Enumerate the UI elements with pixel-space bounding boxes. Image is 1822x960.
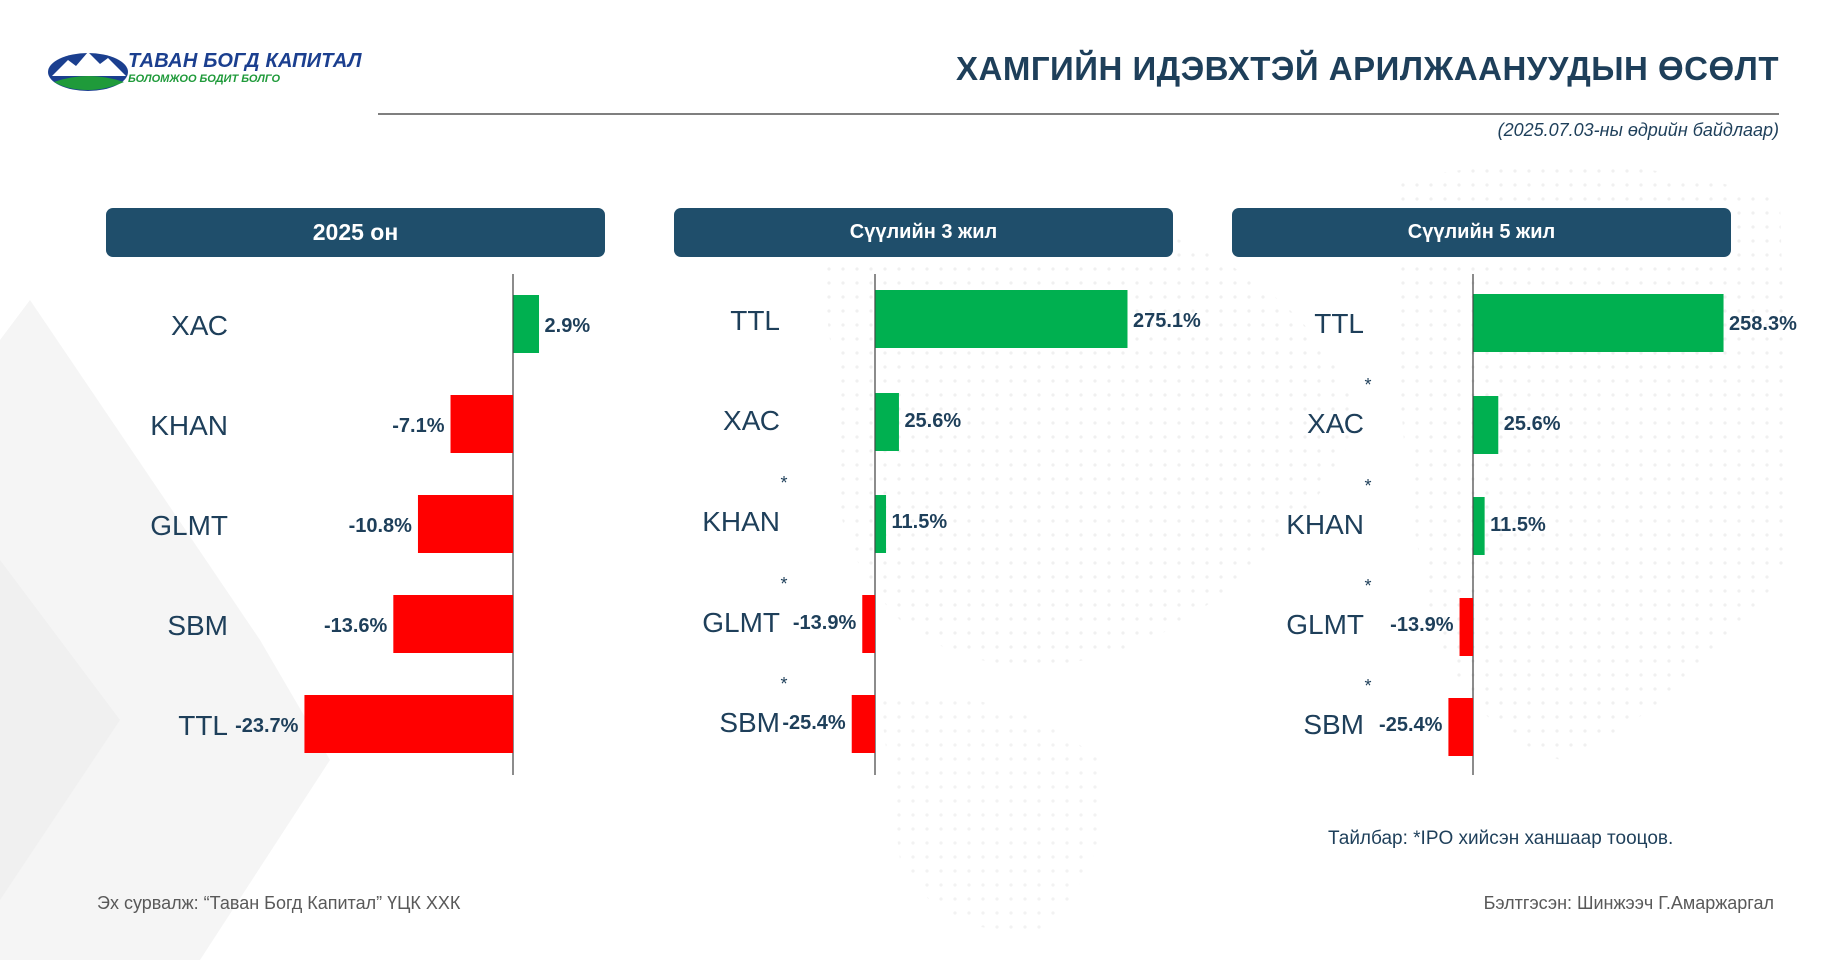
value-label: 2.9%	[545, 315, 591, 337]
category-label: GLMT	[150, 510, 228, 541]
bar	[1473, 294, 1724, 352]
panel-header-2025: 2025 он	[106, 208, 605, 257]
bar	[862, 595, 875, 653]
mountain-logo-icon	[48, 52, 128, 91]
value-label: -10.8%	[349, 515, 413, 537]
value-label: -25.4%	[1379, 714, 1443, 736]
logo-name: ТАВАН БОГД КАПИТАЛ	[128, 50, 362, 72]
category-label: TTL	[178, 710, 228, 741]
title-divider	[378, 113, 1779, 115]
panel-header-3y: Сүүлийн 3 жил	[674, 208, 1173, 257]
value-label: -7.1%	[392, 415, 444, 437]
page-title: ХАМГИЙН ИДЭВХТЭЙ АРИЛЖААНУУДЫН ӨСӨЛТ	[955, 50, 1779, 87]
category-label: KHAN	[150, 410, 228, 441]
category-label: ХАС	[1307, 408, 1364, 439]
category-label: SBM	[1303, 709, 1364, 740]
bar	[875, 290, 1128, 348]
value-label: -13.9%	[793, 612, 857, 634]
logo-slogan: БОЛОМЖОО БОДИТ БОЛГО	[128, 73, 281, 85]
bar	[304, 695, 513, 753]
bar	[393, 595, 513, 653]
panel-title: Сүүлийн 3 жил	[849, 221, 998, 243]
value-label: 11.5%	[892, 511, 948, 533]
company-logo: ТАВАН БОГД КАПИТАЛ БОЛОМЖОО БОДИТ БОЛГО	[46, 46, 362, 94]
value-label: -25.4%	[782, 712, 846, 734]
category-label: KHAN	[1286, 509, 1364, 540]
value-label: -13.6%	[324, 615, 388, 637]
category-label: ХАС	[723, 405, 780, 436]
ipo-marker: *	[1364, 476, 1371, 496]
category-label: TTL	[1314, 308, 1364, 339]
panel-header-5y: Сүүлийн 5 жил	[1232, 208, 1731, 257]
source-note: Эх сурвалж: “Таван Богд Капитал” ҮЦК ХХК	[97, 893, 461, 913]
value-label: -23.7%	[235, 715, 299, 737]
author-note: Бэлтгэсэн: Шинжээч Г.Амаржаргал	[1483, 893, 1774, 913]
value-label: -13.9%	[1390, 614, 1454, 636]
bar	[417, 495, 513, 553]
value-label: 25.6%	[1504, 413, 1561, 435]
value-label: 25.6%	[904, 410, 961, 432]
ipo-marker: *	[780, 574, 787, 594]
ipo-marker: *	[1364, 576, 1371, 596]
bar	[513, 295, 540, 353]
footnote: Тайлбар: *IPO хийсэн ханшаар тооцов.	[1328, 828, 1674, 849]
panel-title: 2025 он	[312, 219, 399, 245]
ipo-marker: *	[780, 674, 787, 694]
bar	[1459, 598, 1473, 656]
bar	[450, 395, 513, 453]
date-note: (2025.07.03-ны өдрийн байдлаар)	[1497, 120, 1779, 140]
category-label: SBM	[719, 707, 780, 738]
category-label: TTL	[730, 305, 780, 336]
ipo-marker: *	[780, 473, 787, 493]
bar	[1473, 497, 1485, 555]
bar	[1473, 396, 1499, 454]
value-label: 258.3%	[1729, 313, 1797, 335]
value-label: 275.1%	[1133, 310, 1201, 332]
category-label: GLMT	[1286, 609, 1364, 640]
value-label: 11.5%	[1490, 514, 1546, 536]
bar	[851, 695, 875, 753]
bar	[875, 393, 899, 451]
panel-title: Сүүлийн 5 жил	[1407, 221, 1556, 243]
category-label: KHAN	[702, 506, 780, 537]
bar	[875, 495, 887, 553]
category-label: GLMT	[702, 607, 780, 638]
category-label: SBM	[167, 610, 228, 641]
ipo-marker: *	[1364, 375, 1371, 395]
category-label: ХАС	[171, 310, 228, 341]
bar	[1448, 698, 1473, 756]
ipo-marker: *	[1364, 676, 1371, 696]
